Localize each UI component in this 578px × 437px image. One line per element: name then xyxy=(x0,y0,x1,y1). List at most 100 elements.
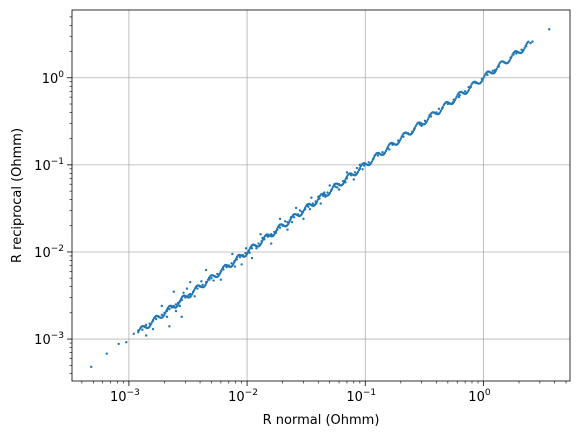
data-point xyxy=(397,141,401,144)
data-point xyxy=(206,278,210,281)
data-point xyxy=(399,137,402,140)
data-point xyxy=(423,119,427,123)
x-tick-label: 100 xyxy=(468,388,491,405)
data-point xyxy=(261,238,265,241)
data-point xyxy=(386,145,389,149)
data-point xyxy=(494,69,497,72)
data-point xyxy=(317,196,321,199)
data-point xyxy=(275,227,279,231)
y-tick-label: 10−2 xyxy=(34,244,64,261)
data-point xyxy=(218,273,221,276)
y-tick-label: 100 xyxy=(42,70,65,87)
data-point xyxy=(288,219,292,222)
data-point xyxy=(188,292,192,296)
data-point xyxy=(289,217,293,220)
data-point xyxy=(247,248,251,252)
axis-ticks: 10−3 10−2 10−1 100 10−3 10−2 10−1 100 xyxy=(34,16,567,405)
data-point xyxy=(90,365,93,369)
data-point xyxy=(219,269,223,273)
data-point xyxy=(273,231,277,235)
data-point xyxy=(278,217,282,221)
data-point xyxy=(437,107,441,111)
data-point xyxy=(165,310,168,313)
data-point xyxy=(510,55,513,58)
data-point xyxy=(250,256,254,260)
data-point xyxy=(165,315,169,319)
data-point xyxy=(154,317,158,321)
data-point xyxy=(388,148,391,151)
data-point xyxy=(314,202,318,205)
data-point xyxy=(328,184,331,187)
data-point xyxy=(286,228,289,231)
data-point xyxy=(337,188,341,191)
data-point xyxy=(334,185,337,189)
data-point xyxy=(255,247,258,250)
data-point xyxy=(486,73,489,77)
data-point xyxy=(326,191,329,194)
data-point xyxy=(138,329,141,332)
data-point xyxy=(233,261,236,264)
data-point xyxy=(328,191,332,195)
data-point xyxy=(193,295,196,298)
data-point xyxy=(210,276,213,280)
data-point xyxy=(206,280,209,283)
data-point xyxy=(180,315,183,319)
data-point xyxy=(398,139,402,142)
data-point xyxy=(137,331,140,334)
data-point xyxy=(168,325,171,328)
data-point xyxy=(117,342,120,346)
data-point xyxy=(302,208,306,212)
scatter-points xyxy=(90,28,551,369)
plot-frame xyxy=(71,9,571,382)
data-point xyxy=(233,265,237,268)
data-point xyxy=(520,48,523,51)
data-point xyxy=(453,99,456,102)
data-point xyxy=(356,170,360,174)
data-point xyxy=(355,166,359,170)
data-point xyxy=(294,206,298,210)
data-point xyxy=(440,107,443,111)
x-tick-label: 10−2 xyxy=(228,388,258,405)
data-point xyxy=(383,151,387,154)
data-point xyxy=(343,179,347,182)
data-point xyxy=(458,94,461,97)
data-point xyxy=(300,212,304,215)
data-point xyxy=(522,48,525,52)
data-point xyxy=(381,150,384,154)
data-point xyxy=(463,90,467,93)
data-point xyxy=(150,322,153,325)
data-point xyxy=(454,97,457,100)
data-point xyxy=(257,242,260,245)
data-point xyxy=(149,324,152,327)
data-point xyxy=(352,178,356,181)
data-point xyxy=(508,59,511,62)
data-point xyxy=(278,226,282,229)
data-point xyxy=(163,313,166,317)
data-point xyxy=(174,309,178,313)
data-point xyxy=(496,65,499,69)
data-point xyxy=(412,128,416,132)
data-point xyxy=(467,88,470,92)
data-point xyxy=(188,280,192,284)
data-point xyxy=(144,334,148,337)
data-point xyxy=(527,40,530,43)
data-point xyxy=(483,74,486,77)
data-point xyxy=(491,69,495,73)
data-point xyxy=(371,158,375,161)
data-point xyxy=(201,283,204,286)
data-point xyxy=(385,147,389,151)
data-point xyxy=(216,272,219,276)
y-tick-label: 10−3 xyxy=(34,331,64,348)
data-point xyxy=(482,76,485,79)
data-point xyxy=(259,232,262,236)
data-point xyxy=(192,289,196,292)
data-point xyxy=(160,304,164,308)
data-point xyxy=(178,301,181,304)
data-point xyxy=(179,299,182,302)
data-point xyxy=(329,189,333,193)
data-point xyxy=(231,252,234,256)
data-point xyxy=(172,290,176,293)
data-point xyxy=(439,109,443,113)
data-point xyxy=(219,278,223,281)
grid xyxy=(72,10,570,381)
